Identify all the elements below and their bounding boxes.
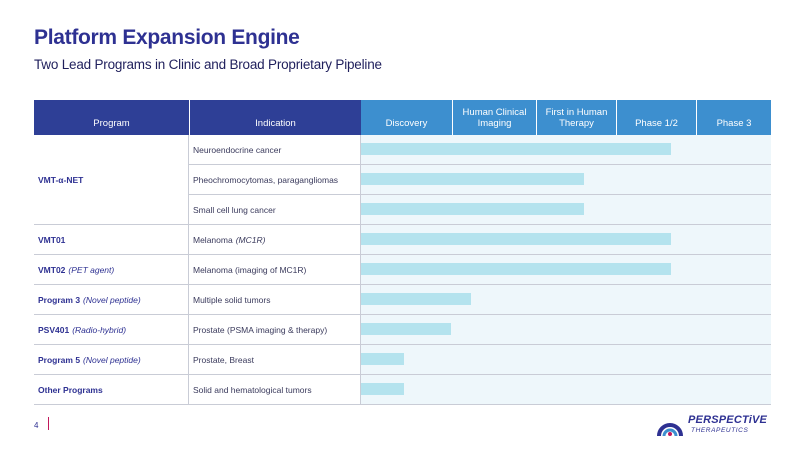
program-group: VMT-α-NET Neuroendocrine cancer Pheochromo… [34, 135, 771, 225]
indication-cell: Prostate, Breast [189, 345, 361, 374]
table-row: Prostate (PSMA imaging & therapy) [189, 315, 771, 344]
progress-track [361, 225, 771, 254]
table-row: Melanoma (imaging of MC1R) [189, 255, 771, 284]
table-row: Melanoma (MC1R) [189, 225, 771, 254]
program-group: Other Programs Solid and hematological tu… [34, 375, 771, 405]
progress-bar [361, 233, 671, 245]
logo-name: PERSPECTiVE [688, 414, 768, 426]
table-row: Small cell lung cancer [189, 194, 771, 224]
progress-bar [361, 323, 451, 335]
program-note: (Radio-hybrid) [72, 324, 127, 335]
progress-track [361, 135, 771, 164]
column-header-discovery: Discovery [361, 100, 452, 135]
logo-mark-icon [657, 423, 683, 437]
program-cell: VMT-α-NET [34, 135, 189, 224]
page-subtitle: Two Lead Programs in Clinic and Broad Pr… [34, 57, 382, 72]
indication-text: Pheochromocytomas, paragangliomas [193, 174, 339, 185]
program-cell: Program 5 (Novel peptide) [34, 345, 189, 374]
table-header: Program Indication Discovery Human Clini… [34, 100, 771, 135]
indication-cell: Neuroendocrine cancer [189, 135, 361, 164]
pipeline-table: Program Indication Discovery Human Clini… [34, 100, 771, 405]
page-number: 4 [34, 421, 39, 430]
table-row: Multiple solid tumors [189, 285, 771, 314]
program-name: VMT01 [38, 234, 66, 245]
indication-text: Neuroendocrine cancer [193, 144, 282, 155]
column-header-phase-3: Phase 3 [696, 100, 771, 135]
progress-track [361, 375, 771, 404]
indication-text: Melanoma (imaging of MC1R) [193, 264, 307, 275]
progress-track [361, 315, 771, 344]
program-name: VMT02 [38, 264, 66, 275]
table-row: Prostate, Breast [189, 345, 771, 374]
program-cell: Program 3 (Novel peptide) [34, 285, 189, 314]
program-cell: Other Programs [34, 375, 189, 404]
program-cell: VMT02 (PET agent) [34, 255, 189, 284]
indication-cell: Melanoma (imaging of MC1R) [189, 255, 361, 284]
indication-text: Prostate (PSMA imaging & therapy) [193, 324, 328, 335]
column-header-indication: Indication [189, 100, 361, 135]
program-group: Program 3 (Novel peptide) Multiple solid t… [34, 285, 771, 315]
program-note: (Novel peptide) [83, 354, 141, 365]
column-header-program: Program [34, 100, 189, 135]
footer-divider [48, 417, 49, 430]
progress-bar [361, 353, 405, 365]
program-name: Other Programs [38, 384, 103, 395]
indication-text: Prostate, Breast [193, 354, 254, 365]
program-group: PSV401 (Radio-hybrid) Prostate (PSMA imagi… [34, 315, 771, 345]
program-group: VMT02 (PET agent) Melanoma (imaging of MC1… [34, 255, 771, 285]
progress-bar [361, 293, 471, 305]
column-header-first-in-human-therapy: First in Human Therapy [536, 100, 616, 135]
progress-track [361, 165, 771, 194]
column-header-phase-1-2: Phase 1/2 [616, 100, 696, 135]
program-name: Program 3 [38, 294, 81, 305]
program-cell: PSV401 (Radio-hybrid) [34, 315, 189, 344]
program-note: (PET agent) [68, 264, 115, 275]
progress-bar [361, 143, 671, 155]
progress-track [361, 195, 771, 224]
indication-text: Small cell lung cancer [193, 204, 276, 215]
table-row: Pheochromocytomas, paragangliomas [189, 164, 771, 194]
program-name: VMT-α-NET [38, 174, 84, 185]
indication-cell: Pheochromocytomas, paragangliomas [189, 165, 361, 194]
table-body: VMT-α-NET Neuroendocrine cancer Pheochromo… [34, 135, 771, 405]
program-cell: VMT01 [34, 225, 189, 254]
program-name: PSV401 [38, 324, 70, 335]
progress-track [361, 285, 771, 314]
program-group: VMT01 Melanoma (MC1R) [34, 225, 771, 255]
logo-subtitle: THERAPEUTICS [691, 427, 749, 434]
program-group: Program 5 (Novel peptide) Prostate, Breast [34, 345, 771, 375]
indication-cell: Multiple solid tumors [189, 285, 361, 314]
progress-bar [361, 173, 585, 185]
column-header-human-clinical-imaging: Human Clinical Imaging [452, 100, 536, 135]
program-note: (Novel peptide) [83, 294, 141, 305]
page-title: Platform Expansion Engine [34, 26, 300, 49]
indication-text: Solid and hematological tumors [193, 384, 312, 395]
progress-bar [361, 383, 405, 395]
indication-cell: Solid and hematological tumors [189, 375, 361, 404]
indication-cell: Prostate (PSMA imaging & therapy) [189, 315, 361, 344]
progress-bar [361, 203, 585, 215]
indication-cell: Melanoma (MC1R) [189, 225, 361, 254]
program-name: Program 5 [38, 354, 81, 365]
table-row: Neuroendocrine cancer [189, 135, 771, 164]
indication-text: Multiple solid tumors [193, 294, 271, 305]
progress-bar [361, 263, 671, 275]
indication-note: (MC1R) [235, 234, 266, 245]
company-logo: PERSPECTiVE THERAPEUTICS [656, 411, 776, 439]
indication-text: Melanoma [193, 234, 233, 245]
indication-cell: Small cell lung cancer [189, 195, 361, 224]
table-row: Solid and hematological tumors [189, 375, 771, 404]
progress-track [361, 255, 771, 284]
progress-track [361, 345, 771, 374]
